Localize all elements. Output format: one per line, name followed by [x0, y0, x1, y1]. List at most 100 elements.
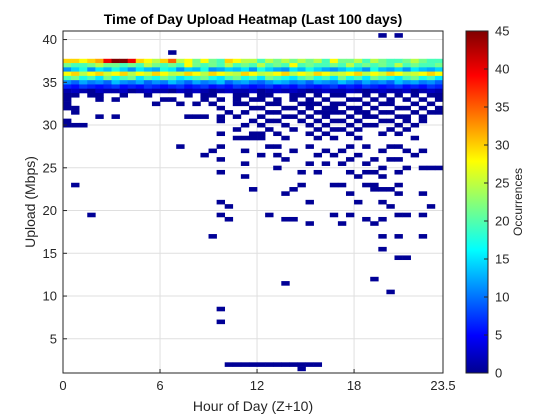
- heatmap-cell: [362, 216, 371, 222]
- heatmap-cell: [305, 122, 314, 128]
- heatmap-cell: [394, 84, 403, 90]
- heatmap-cell: [386, 80, 395, 85]
- heatmap-cell: [370, 84, 379, 90]
- heatmap-cell: [345, 58, 355, 64]
- heatmap-cell: [176, 67, 185, 72]
- heatmap-cell: [362, 71, 371, 77]
- heatmap-cell: [273, 110, 282, 115]
- heatmap-cell: [337, 58, 347, 64]
- heatmap-cell: [160, 80, 169, 85]
- heatmap-cell: [313, 362, 323, 367]
- heatmap-cell: [63, 88, 72, 94]
- heatmap-cell: [200, 58, 209, 64]
- heatmap-cell: [402, 165, 411, 171]
- heatmap-cell: [87, 58, 96, 64]
- heatmap-cell: [394, 122, 403, 128]
- heatmap-cell: [248, 362, 258, 367]
- heatmap-cell: [160, 63, 169, 68]
- heatmap-cell: [345, 157, 355, 162]
- heatmap-cell: [281, 281, 290, 286]
- heatmap-cell: [127, 84, 137, 90]
- heatmap-cell: [63, 97, 72, 102]
- heatmap-cell: [354, 127, 363, 132]
- heatmap-cell: [305, 362, 314, 367]
- heatmap-cell: [394, 75, 403, 81]
- heatmap-cell: [386, 118, 395, 124]
- heatmap-cell: [95, 75, 104, 81]
- heatmap-cell: [297, 110, 306, 115]
- heatmap-cell: [362, 161, 371, 166]
- heatmap-cell: [362, 84, 371, 90]
- heatmap-cell: [208, 71, 217, 77]
- heatmap-cell: [103, 84, 112, 90]
- heatmap-cell: [265, 88, 274, 94]
- heatmap-cell: [394, 234, 403, 239]
- heatmap-cell: [354, 63, 363, 68]
- heatmap-cell: [168, 97, 177, 102]
- heatmap-cell: [273, 97, 282, 102]
- heatmap-cell: [378, 84, 387, 90]
- heatmap-cell: [95, 88, 104, 94]
- heatmap-cell: [394, 131, 403, 137]
- heatmap-cell: [362, 114, 371, 119]
- heatmap-cell: [103, 75, 112, 81]
- heatmap-cell: [143, 84, 153, 90]
- heatmap-cell: [410, 88, 420, 94]
- heatmap-cell: [362, 75, 371, 81]
- heatmap-cell: [79, 88, 88, 94]
- heatmap-cell: [362, 122, 371, 128]
- heatmap-cell: [410, 58, 420, 64]
- heatmap-cell: [434, 63, 444, 68]
- heatmap-cell: [208, 58, 217, 64]
- heatmap-cell: [111, 75, 120, 81]
- heatmap-cell: [354, 152, 363, 158]
- heatmap-cell: [216, 114, 226, 119]
- heatmap-cell: [71, 110, 80, 115]
- heatmap-cell: [273, 362, 282, 367]
- heatmap-cell: [378, 101, 387, 107]
- heatmap-cell: [79, 75, 88, 81]
- heatmap-cell: [135, 67, 145, 72]
- heatmap-cell: [95, 92, 104, 98]
- heatmap-cell: [273, 101, 282, 107]
- heatmap-cell: [119, 63, 128, 68]
- heatmap-cell: [257, 122, 266, 128]
- heatmap-cell: [305, 101, 314, 107]
- heatmap-cell: [305, 221, 314, 226]
- heatmap-cell: [127, 58, 137, 64]
- heatmap-cell: [248, 105, 258, 111]
- heatmap-cell: [248, 80, 258, 85]
- heatmap-cell: [426, 88, 436, 94]
- heatmap-cell: [224, 80, 234, 85]
- heatmap-cell: [281, 157, 290, 162]
- heatmap-cell: [273, 131, 282, 137]
- heatmap-cell: [265, 127, 274, 132]
- heatmap-cell: [329, 105, 339, 111]
- heatmap-cell: [240, 148, 250, 154]
- heatmap-cell: [289, 63, 298, 68]
- heatmap-cell: [257, 67, 266, 72]
- heatmap-cell: [362, 169, 371, 175]
- heatmap-cell: [87, 71, 96, 77]
- heatmap-cell: [273, 84, 282, 90]
- colorbar-tick-label: 25: [495, 176, 509, 191]
- heatmap-cell: [297, 71, 306, 77]
- heatmap-cell: [103, 80, 112, 85]
- heatmap-cell: [111, 97, 120, 102]
- heatmap-cell: [257, 131, 266, 137]
- heatmap-cell: [345, 144, 355, 149]
- heatmap-cell: [337, 67, 347, 72]
- heatmap-cell: [281, 71, 290, 77]
- heatmap-cell: [362, 67, 371, 72]
- heatmap-cell: [281, 67, 290, 72]
- heatmap-cell: [240, 174, 250, 179]
- heatmap-cell: [394, 169, 403, 175]
- heatmap-cell: [402, 80, 411, 85]
- heatmap-cell: [281, 58, 290, 64]
- heatmap-cell: [354, 71, 363, 77]
- heatmap-cell: [354, 105, 363, 111]
- heatmap-cell: [257, 75, 266, 81]
- heatmap-cell: [103, 88, 112, 94]
- colorbar-tick-label: 40: [495, 62, 509, 77]
